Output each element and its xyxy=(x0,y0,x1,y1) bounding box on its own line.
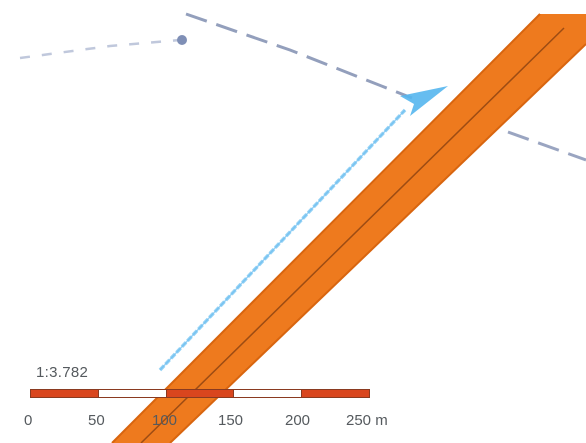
main-road[interactable] xyxy=(111,13,586,443)
dashed-boundary-line-east xyxy=(185,12,413,100)
dashed-boundary-line-far-east xyxy=(507,130,586,162)
scale-tick-150: 150 xyxy=(218,412,244,429)
navigation-route[interactable] xyxy=(158,86,448,372)
scale-tick-250: 250 m xyxy=(346,412,388,429)
road-edge-right xyxy=(169,43,586,443)
scale-tick-50: 50 xyxy=(88,412,105,429)
scale-ratio-label: 1:3.782 xyxy=(36,364,89,381)
scale-tick-100: 100 xyxy=(152,412,178,429)
route-arrow-icon xyxy=(400,86,448,116)
scale-bar xyxy=(30,389,370,398)
road-fill xyxy=(112,14,586,443)
scale-tick-200: 200 xyxy=(285,412,311,429)
scale-segment xyxy=(234,390,303,397)
scale-segment xyxy=(166,390,235,397)
dashed-boundary-line xyxy=(19,38,181,60)
waypoint-marker[interactable] xyxy=(177,35,187,45)
road-edge-left xyxy=(111,13,541,443)
scale-segment xyxy=(302,390,369,397)
scale-segment xyxy=(98,390,167,397)
scale-tick-0: 0 xyxy=(24,412,33,429)
route-line-inner xyxy=(159,109,406,371)
road-centerline xyxy=(140,27,565,443)
scale-segment xyxy=(31,390,99,397)
